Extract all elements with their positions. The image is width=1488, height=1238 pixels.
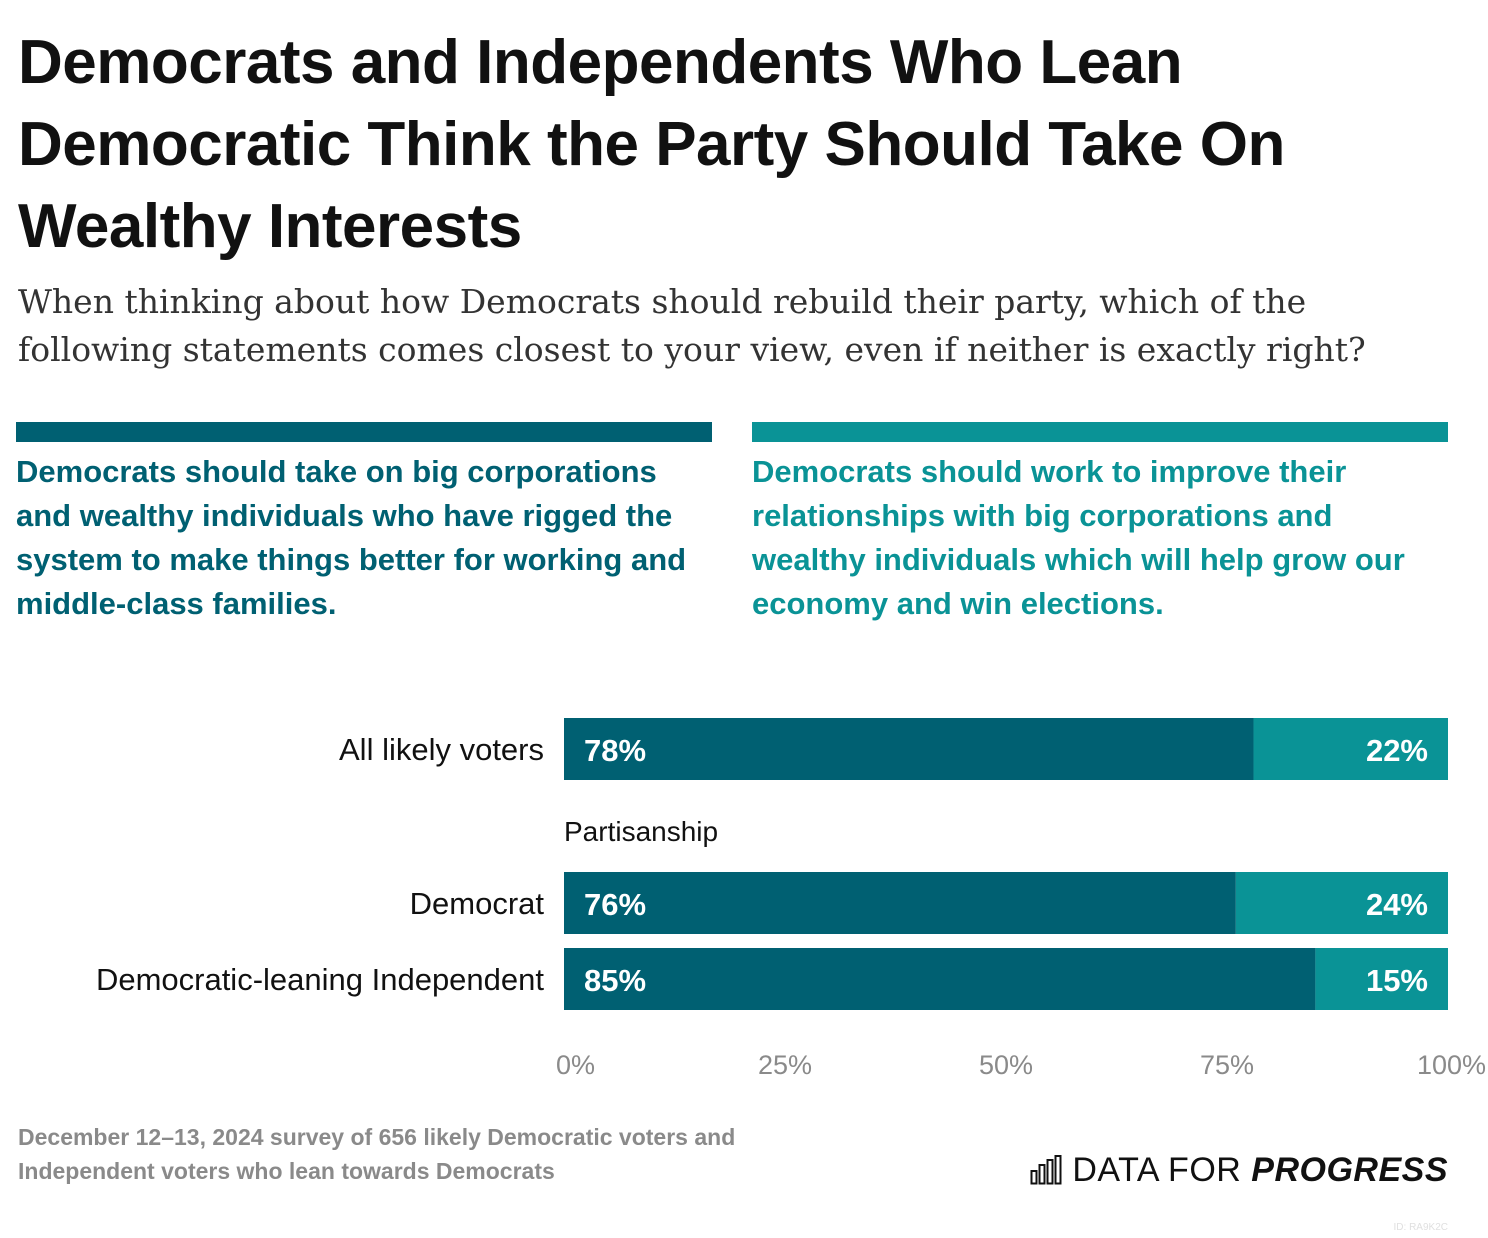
x-tick-label: 75% [1200,1050,1254,1080]
chart-title: Democrats and Independents Who Lean Demo… [18,28,1285,261]
brand-wordmark-strong: PROGRESS [1251,1150,1448,1189]
brand-logo: DATA FOR PROGRESS [1030,1148,1448,1192]
bar-segment [1315,948,1448,1010]
data-label: 22% [1366,733,1428,768]
brand-wordmark: DATA FOR PROGRESS [1072,1151,1448,1190]
category-label: Democratic-leaning Independent [96,962,544,997]
stacked-bar-chart: All likely voters 78% 22% Democrat 76% 24% Dem… [96,718,1486,1080]
bar-segment [1253,718,1448,780]
legend-swatch-take-on [16,422,712,442]
legend-label-improve: Democrats should work to improve their r… [752,454,1405,621]
x-tick-label: 25% [758,1050,812,1080]
data-label: 15% [1366,963,1428,998]
category-label: All likely voters [339,732,544,767]
x-tick-label: 100% [1417,1050,1486,1080]
legend-item-take-on: Democrats should take on big corporation… [16,422,712,626]
legend-swatch-improve [752,422,1448,442]
category-label: Democrat [410,886,545,921]
legend-label-take-on: Democrats should take on big corporation… [16,454,687,621]
chart-subtitle: When thinking about how Democrats should… [18,282,1366,369]
bar-segment [564,872,1236,934]
legend-item-improve: Democrats should work to improve their r… [752,422,1448,626]
brand-wordmark-plain: DATA FOR [1072,1150,1252,1189]
bar-segment [564,718,1254,780]
x-tick-label: 50% [979,1050,1033,1080]
data-label: 76% [584,887,646,922]
bar-segment [564,948,1316,1010]
survey-footnote: December 12–13, 2024 survey of 656 likel… [18,1124,736,1184]
data-label: 85% [584,963,646,998]
group-label: Partisanship [564,816,718,847]
data-label: 78% [584,733,646,768]
bar-segment [1235,872,1448,934]
bar-chart-icon [1030,1155,1062,1185]
data-label: 24% [1366,887,1428,922]
x-tick-label: 0% [556,1050,595,1080]
chart-id: ID: RA9K2C [1393,1222,1448,1233]
